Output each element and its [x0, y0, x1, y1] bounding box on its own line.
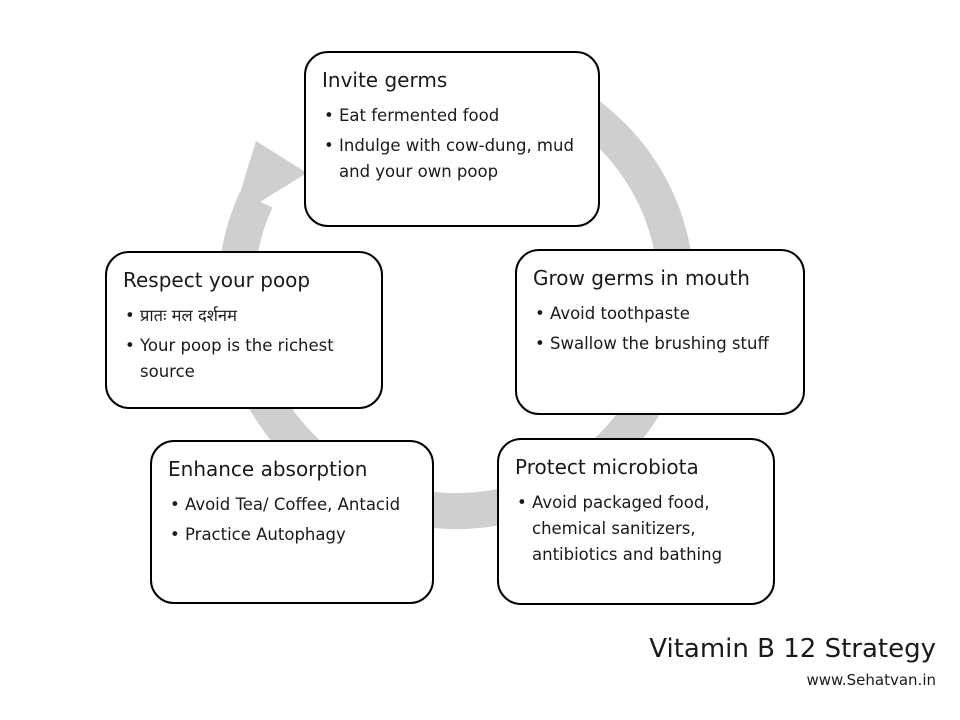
footer-title: Vitamin B 12 Strategy — [649, 634, 936, 664]
step-title: Respect your poop — [123, 268, 311, 292]
bullet-item: Practice Autophagy — [168, 522, 414, 548]
step-title: Enhance absorption — [168, 457, 368, 481]
footer-site: www.Sehatvan.in — [806, 671, 936, 689]
step-title: Invite germs — [322, 68, 448, 92]
bullet-item: Swallow the brushing stuff — [533, 331, 785, 357]
bullet-item: Avoid toothpaste — [533, 301, 785, 327]
step-grow-germs-in-mouth: Grow germs in mouth Avoid toothpaste Swa… — [515, 249, 805, 415]
bullet-item: Indulge with cow-dung, mud and your own … — [322, 133, 580, 185]
step-bullets: Avoid toothpaste Swallow the brushing st… — [533, 301, 785, 357]
bullet-item: Avoid Tea/ Coffee, Antacid — [168, 492, 414, 518]
step-invite-germs: Invite germs Eat fermented food Indulge … — [304, 51, 600, 227]
bullet-item: Your poop is the richest source — [123, 333, 363, 385]
step-bullets: Avoid Tea/ Coffee, Antacid Practice Auto… — [168, 492, 414, 548]
step-enhance-absorption: Enhance absorption Avoid Tea/ Coffee, An… — [150, 440, 434, 604]
step-bullets: Eat fermented food Indulge with cow-dung… — [322, 103, 580, 185]
step-respect-your-poop: Respect your poop प्रातः मल दर्शनम Your … — [105, 251, 383, 409]
bullet-item: Avoid packaged food, chemical sanitizers… — [515, 490, 755, 568]
step-bullets: प्रातः मल दर्शनम Your poop is the riches… — [123, 303, 363, 385]
step-title: Grow germs in mouth — [533, 266, 750, 290]
bullet-item: Eat fermented food — [322, 103, 580, 129]
bullet-item: प्रातः मल दर्शनम — [123, 303, 363, 329]
step-bullets: Avoid packaged food, chemical sanitizers… — [515, 490, 755, 568]
step-protect-microbiota: Protect microbiota Avoid packaged food, … — [497, 438, 775, 605]
step-title: Protect microbiota — [515, 455, 699, 479]
cycle-arrowhead — [232, 141, 307, 219]
